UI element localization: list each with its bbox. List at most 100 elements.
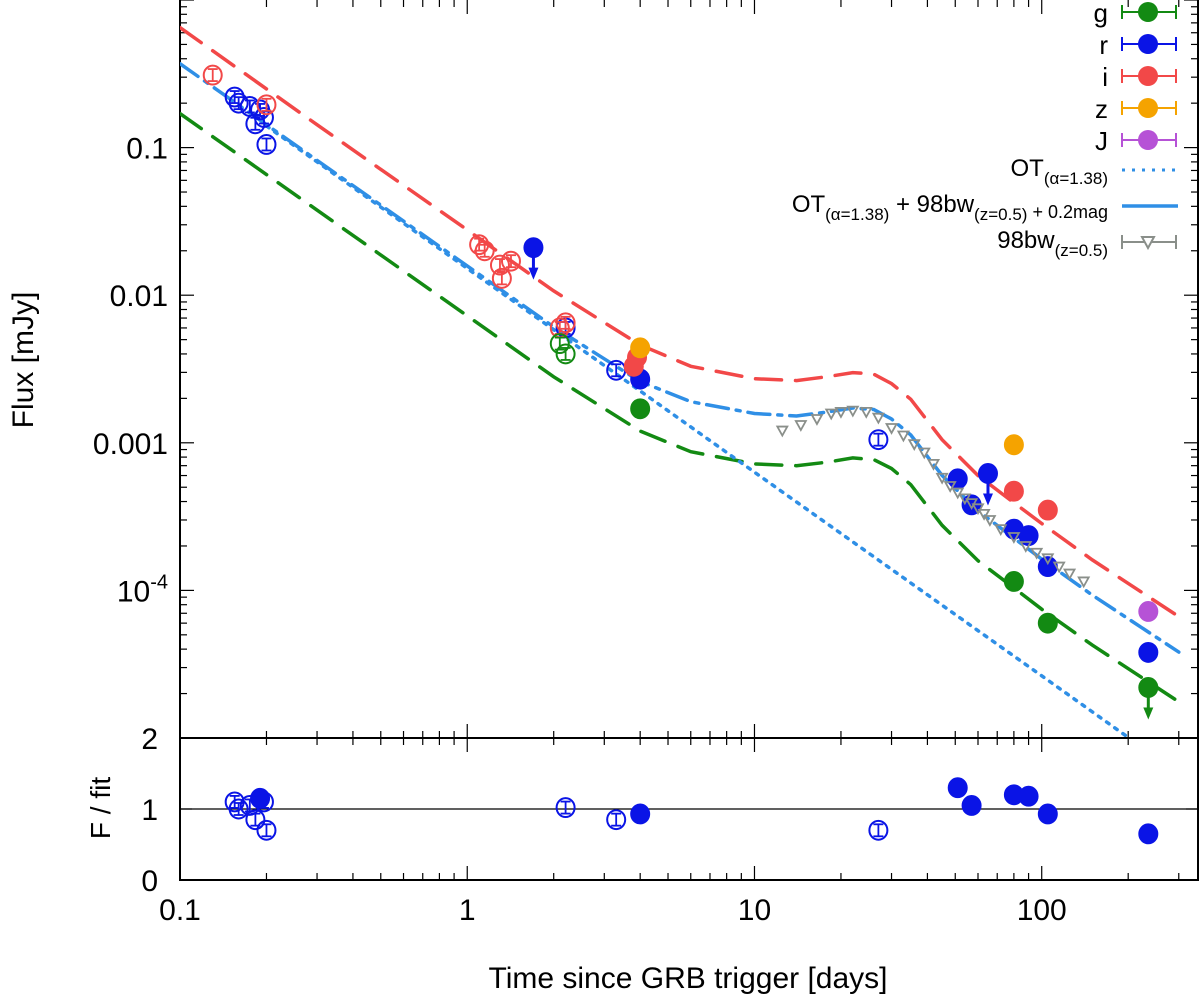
legend-label: g — [1094, 0, 1108, 28]
data-point — [1018, 785, 1039, 807]
data-point — [1003, 570, 1024, 592]
legend-sub: (z=0.5) — [974, 205, 1027, 224]
ratio-y-tick-label: 1 — [141, 794, 158, 827]
data-point — [1037, 556, 1058, 578]
x-tick-label: 100 — [1017, 894, 1067, 927]
upper-limit-arrowhead — [982, 493, 993, 506]
data-point — [1003, 434, 1024, 456]
x-tick-label: 10 — [738, 894, 771, 927]
model-curve — [180, 61, 1181, 654]
legend-label: z — [1095, 94, 1108, 124]
data-point — [977, 462, 998, 484]
data-point — [1037, 499, 1058, 521]
template-point — [917, 447, 931, 460]
data-point — [202, 64, 223, 86]
data-point — [555, 343, 576, 365]
data-point — [256, 94, 277, 116]
data-point — [256, 819, 277, 841]
ratio-panel: 0.1 1 10 100 0 1 2 — [141, 723, 1199, 927]
data-point — [500, 250, 521, 272]
template-point — [794, 420, 808, 432]
template-point — [1077, 576, 1091, 589]
template-point — [977, 508, 991, 521]
legend-marker — [1138, 34, 1158, 54]
template-point — [1019, 541, 1033, 553]
template-point — [846, 405, 860, 418]
data-point — [1138, 641, 1159, 663]
data-point — [1037, 803, 1058, 825]
legend-sub: (α=1.38) — [825, 205, 889, 224]
legend-main: OT — [792, 191, 826, 218]
template-point — [971, 503, 985, 516]
legend-sub: (α=1.38) — [1044, 169, 1108, 188]
y-tick-exp: -4 — [150, 571, 168, 593]
legend-label: 98bw(z=0.5) — [997, 227, 1108, 260]
legend-marker — [1138, 66, 1158, 86]
template-point — [885, 423, 899, 435]
template-point — [1052, 561, 1066, 574]
data-point — [961, 795, 982, 816]
legend-main: OT — [1011, 155, 1045, 182]
template-point — [994, 524, 1008, 537]
data-point — [256, 134, 277, 155]
legend-tail: + 0.2mag — [1027, 202, 1108, 222]
template-point — [951, 487, 965, 500]
axis-labels: Flux [mJy] F / fit Time since GRB trigge… — [7, 292, 888, 995]
data-point — [491, 267, 512, 289]
legend-marker — [1138, 130, 1158, 150]
data-point — [523, 237, 544, 259]
data-point — [947, 468, 968, 490]
template-point — [983, 515, 997, 527]
model-curve — [264, 124, 1130, 738]
data-point — [630, 337, 651, 359]
data-point — [245, 809, 266, 831]
data-point — [1138, 677, 1159, 698]
template-point — [871, 412, 885, 425]
data-point — [1003, 480, 1024, 502]
y-axis-label: Flux [mJy] — [7, 292, 40, 429]
model-curves — [180, 25, 1181, 738]
template-point — [935, 472, 949, 485]
legend-label: OT(α=1.38) — [1011, 155, 1109, 188]
template-point — [834, 406, 848, 419]
template-point — [907, 439, 921, 451]
data-point — [947, 777, 968, 799]
data-point — [253, 791, 274, 813]
template-point — [943, 481, 957, 493]
data-point — [630, 803, 651, 825]
y-tick-label: 0.1 — [126, 133, 168, 166]
upper-limit-arrowhead — [1143, 707, 1154, 720]
template-point — [926, 458, 941, 471]
template-point — [775, 425, 789, 438]
y-tick-label: 0.001 — [93, 428, 168, 461]
model-curve — [180, 111, 1181, 704]
legend-marker — [1138, 2, 1158, 22]
data-point — [555, 797, 576, 819]
template-point — [859, 406, 873, 419]
ratio-y-tick-label: 2 — [141, 723, 158, 756]
data-point — [630, 398, 651, 420]
legend-marker — [1138, 98, 1158, 118]
template-point — [824, 408, 838, 421]
ratio-y-tick-label: 0 — [141, 865, 158, 898]
legend-label: OT(α=1.38) + 98bw(z=0.5) + 0.2mag — [792, 191, 1108, 224]
data-point — [868, 429, 889, 451]
model-curve — [180, 25, 1181, 619]
data-point — [868, 819, 889, 841]
template-point — [1063, 568, 1077, 581]
template-point — [1007, 532, 1021, 544]
data-point — [228, 92, 249, 114]
template-point — [1041, 553, 1055, 566]
template-point — [896, 430, 910, 443]
template-point — [1030, 547, 1044, 560]
data-point — [228, 798, 249, 820]
legend-main: 98bw — [997, 227, 1055, 254]
template-point — [810, 414, 824, 426]
legend-label: i — [1102, 62, 1108, 92]
y-tick-label: 10-4 — [117, 571, 168, 608]
data-point — [606, 809, 627, 831]
data-point — [1138, 823, 1159, 845]
legend-sub: (z=0.5) — [1055, 241, 1108, 260]
